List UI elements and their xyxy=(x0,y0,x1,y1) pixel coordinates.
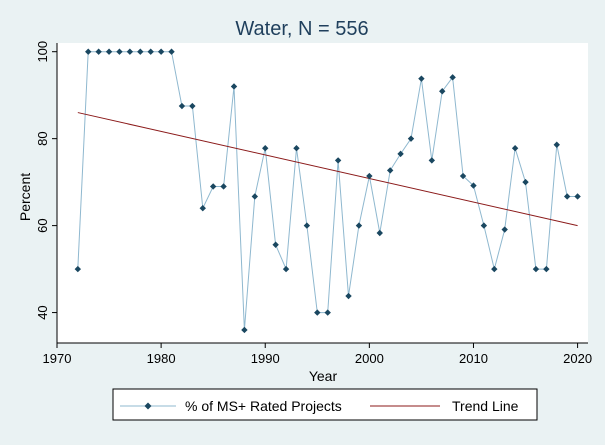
data-point xyxy=(563,193,571,200)
data-point xyxy=(199,205,206,212)
data-point xyxy=(85,48,92,55)
data-point xyxy=(522,178,529,186)
data-point xyxy=(345,292,352,300)
chart-title: Water, N = 556 xyxy=(235,18,368,40)
data-point xyxy=(480,222,488,229)
data-point xyxy=(397,150,404,158)
data-point xyxy=(126,48,134,55)
x-tick-label: 2020 xyxy=(563,351,592,366)
data-point xyxy=(334,157,342,164)
data-point xyxy=(386,167,394,174)
data-point xyxy=(459,172,467,180)
data-point xyxy=(418,75,425,82)
data-point xyxy=(74,265,82,273)
y-tick-label: 40 xyxy=(35,305,50,319)
data-point xyxy=(147,48,154,55)
x-tick-label: 1990 xyxy=(251,351,280,366)
data-point xyxy=(189,102,196,110)
trend-line xyxy=(77,112,578,227)
data-point xyxy=(251,193,259,200)
data-point xyxy=(220,183,227,190)
data-point xyxy=(95,48,102,55)
data-point xyxy=(511,145,519,152)
data-point xyxy=(303,222,311,229)
axes: 1970 1980 1990 2000 2010 2020 40 60 80 100 xyxy=(35,41,592,366)
legend-label-trend: Trend Line xyxy=(452,398,519,414)
data-point xyxy=(543,265,550,273)
data-point xyxy=(449,74,456,81)
legend-label-ms-rated: % of MS+ Rated Projects xyxy=(185,398,342,414)
data-point xyxy=(272,241,279,248)
data-point xyxy=(157,48,165,55)
data-point xyxy=(532,265,540,273)
x-tick-label: 2000 xyxy=(355,351,384,366)
data-point xyxy=(116,48,123,55)
data-point xyxy=(553,141,560,148)
data-point xyxy=(314,309,321,316)
x-tick-label: 1980 xyxy=(147,351,176,366)
y-tick-label: 60 xyxy=(35,218,50,232)
y-axis-label: Percent xyxy=(17,173,33,221)
data-point xyxy=(407,135,415,142)
data-point xyxy=(366,172,373,180)
plot-background xyxy=(57,43,588,343)
data-point xyxy=(491,265,498,273)
data-point xyxy=(439,88,446,95)
data-point xyxy=(168,48,175,55)
data-point xyxy=(105,48,113,55)
data-point xyxy=(241,326,248,334)
data-point xyxy=(376,229,383,237)
legend-marker-ms-rated xyxy=(144,402,152,410)
y-tick-label: 100 xyxy=(35,41,50,63)
data-point xyxy=(230,83,238,90)
data-point xyxy=(282,265,290,273)
data-point xyxy=(262,145,269,152)
data-point xyxy=(470,182,477,189)
data-point xyxy=(355,222,363,229)
x-tick-label: 2010 xyxy=(459,351,488,366)
x-tick-label: 1970 xyxy=(43,351,72,366)
data-point xyxy=(209,183,217,190)
legend: % of MS+ Rated Projects Trend Line xyxy=(112,388,538,421)
data-point xyxy=(428,157,436,164)
data-point xyxy=(137,48,144,55)
data-point xyxy=(324,309,331,316)
data-point xyxy=(501,226,508,233)
data-point xyxy=(574,193,581,200)
x-axis-label: Year xyxy=(309,368,338,384)
legend-box xyxy=(112,388,538,421)
data-point xyxy=(293,145,300,152)
data-point xyxy=(178,102,186,110)
series-layer xyxy=(74,48,581,334)
y-tick-label: 80 xyxy=(35,131,50,145)
